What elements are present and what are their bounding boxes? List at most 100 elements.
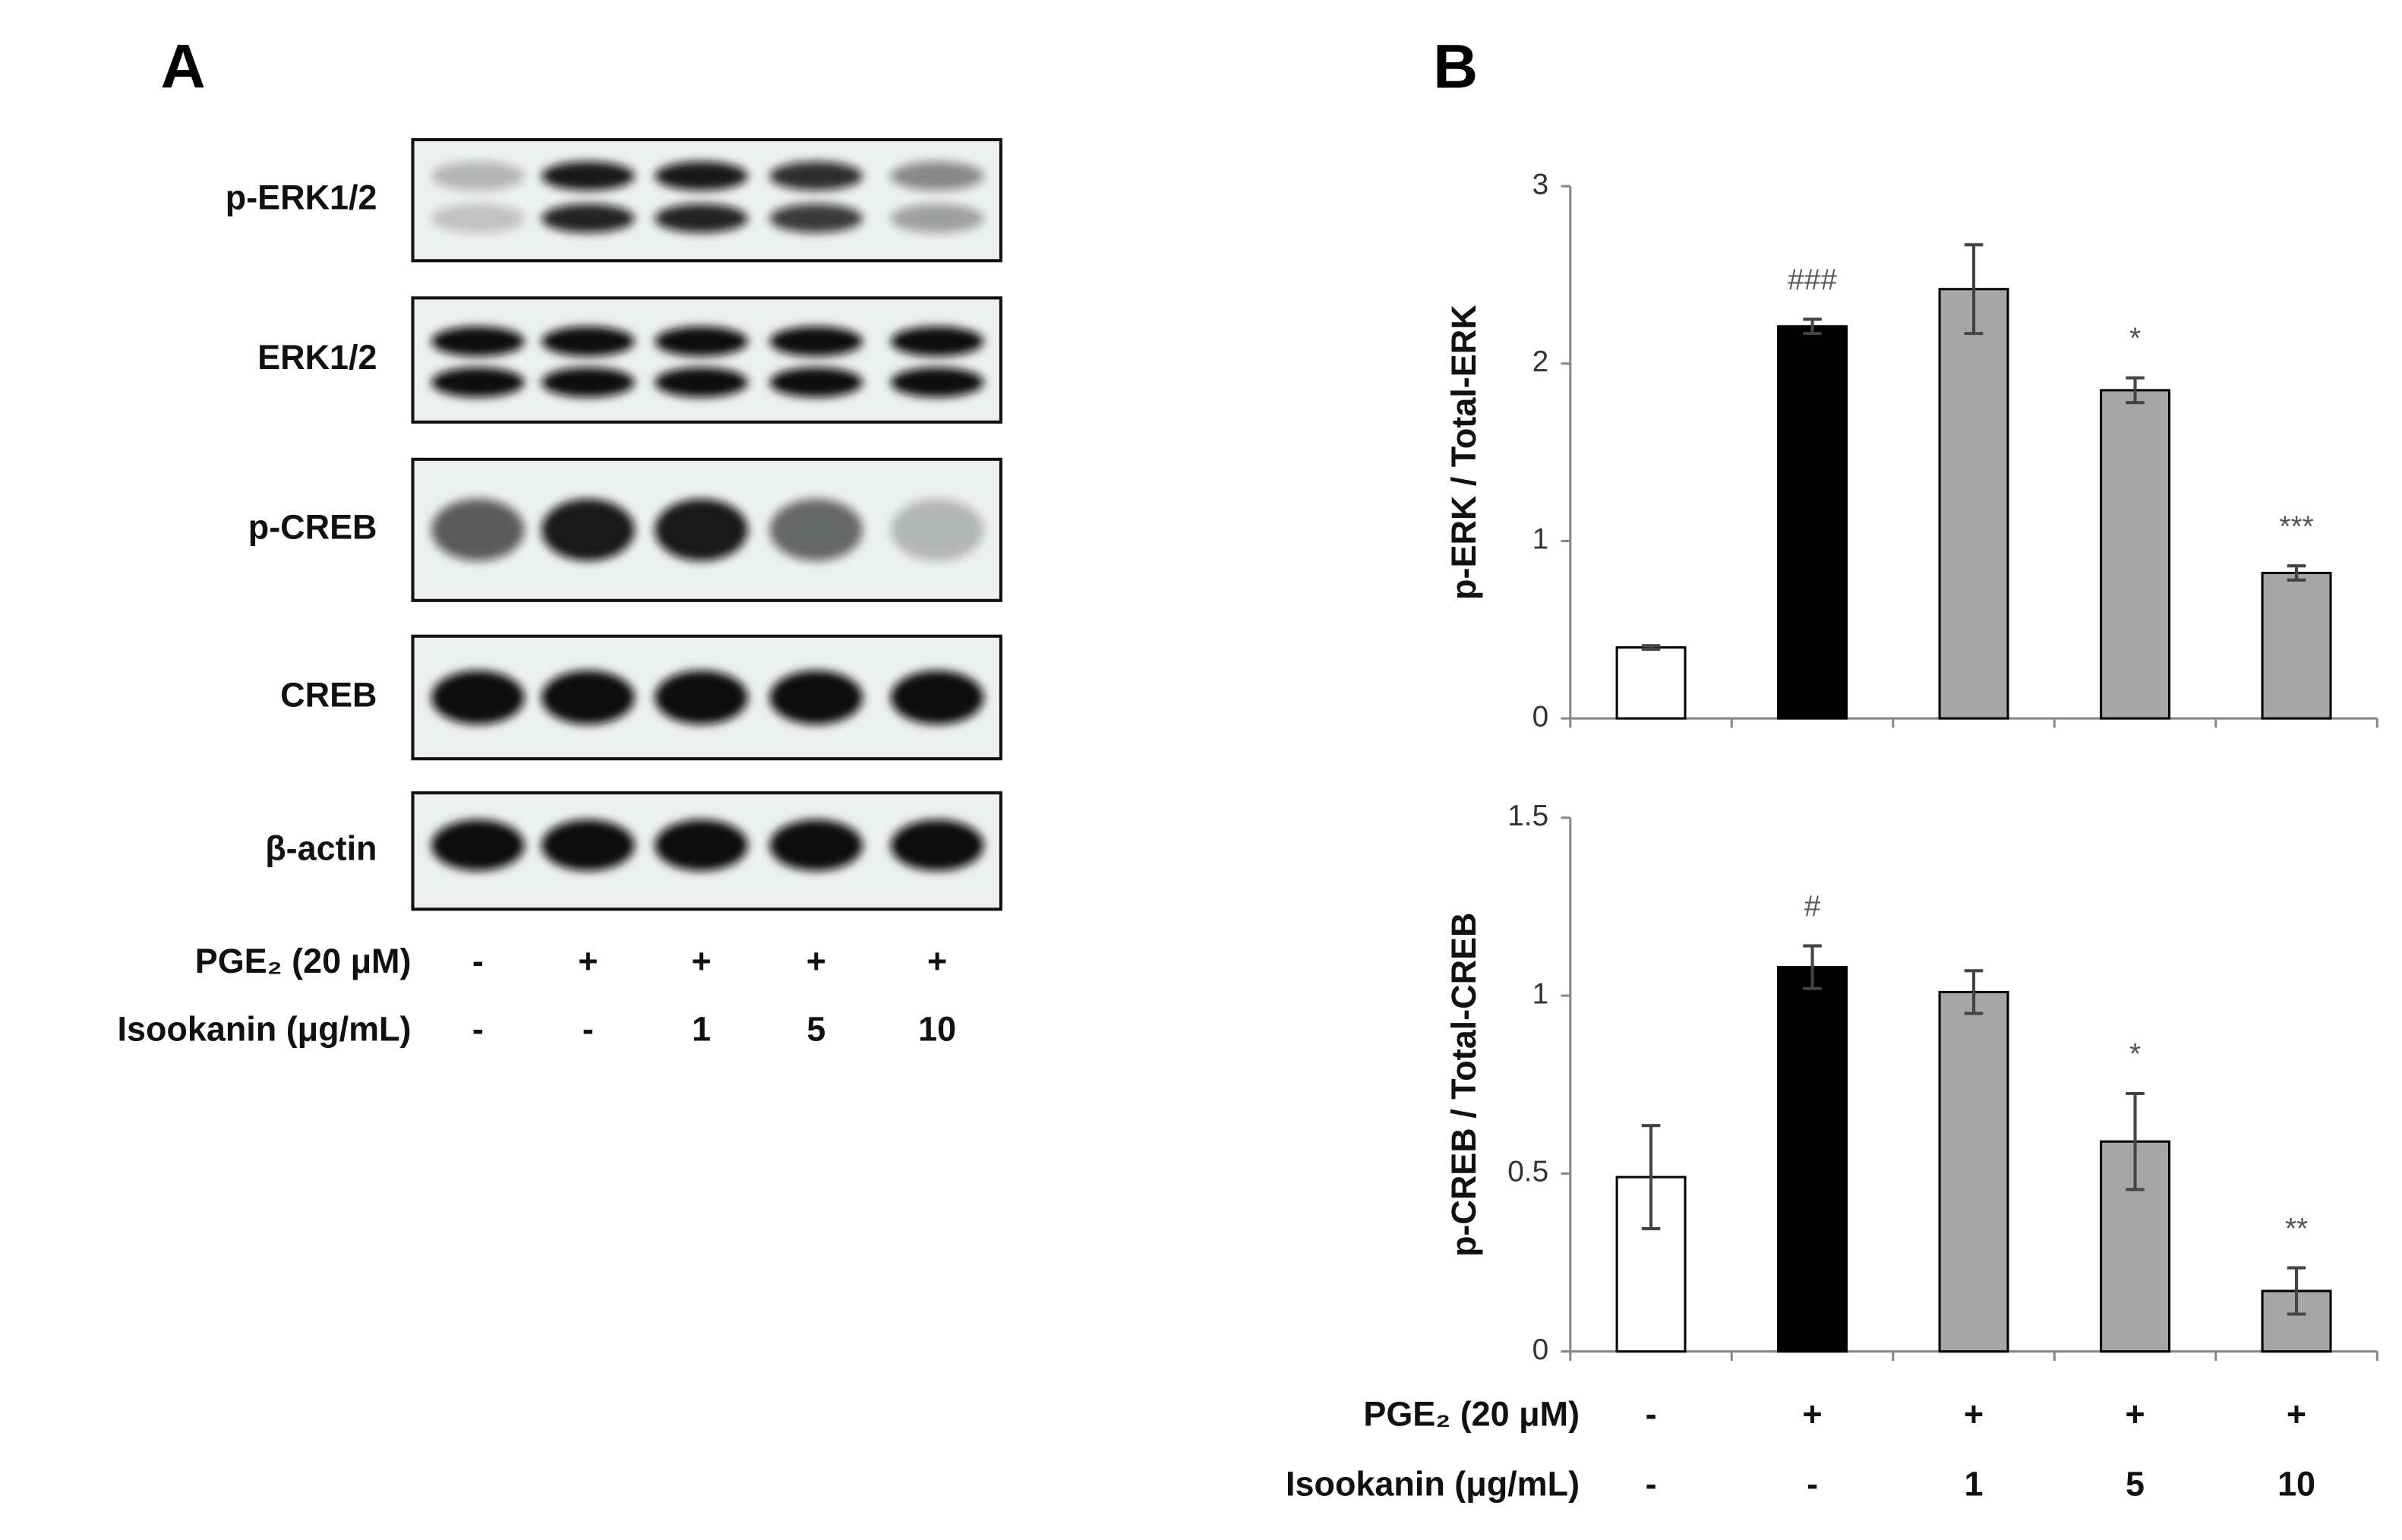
error-bar	[1641, 1124, 1661, 1231]
y-axis-label: p-ERK / Total-ERK	[1444, 305, 1483, 600]
error-bar	[2126, 376, 2145, 405]
blot-band	[541, 326, 635, 357]
bar	[1938, 288, 2009, 720]
condition-value: -	[1807, 1464, 1818, 1503]
blot-band	[769, 670, 863, 724]
condition-value: +	[691, 942, 711, 980]
blot-band	[890, 819, 984, 871]
blot-band	[769, 326, 863, 357]
y-tick-label: 2	[1532, 346, 1549, 378]
bar	[1615, 646, 1687, 720]
blot-band	[431, 367, 525, 398]
blot-label: p-CREB	[248, 508, 377, 547]
blot-band	[655, 670, 748, 724]
blot-band	[769, 819, 863, 871]
condition-value: -	[472, 942, 484, 980]
blot-band	[769, 498, 863, 561]
blot-band	[541, 670, 635, 724]
condition-value: 5	[806, 1010, 825, 1049]
blot-band	[431, 204, 525, 233]
error-bar	[1803, 944, 1822, 990]
blot-frame	[411, 137, 1002, 263]
panel-label: A	[161, 33, 206, 102]
bar	[2261, 571, 2332, 720]
condition-label: PGE₂ (20 μM)	[1363, 1394, 1580, 1433]
error-bar	[1803, 317, 1822, 336]
blot-band	[431, 326, 525, 357]
blot-band	[541, 204, 635, 233]
condition-value: -	[1646, 1464, 1657, 1503]
condition-label: Isookanin (μg/mL)	[117, 1010, 411, 1049]
bar	[2100, 389, 2171, 720]
blot-band	[890, 670, 984, 724]
blot-band	[655, 819, 748, 871]
condition-value: -	[1646, 1394, 1657, 1433]
blot-band	[541, 819, 635, 871]
blot-band	[890, 326, 984, 357]
bar	[1938, 990, 2009, 1353]
error-bar	[1964, 969, 1984, 1015]
blot-band	[655, 498, 748, 561]
error-bar	[2126, 1091, 2145, 1191]
blot-band	[769, 367, 863, 398]
error-bar	[1641, 644, 1661, 651]
blot-label: CREB	[280, 675, 377, 714]
condition-label: PGE₂ (20 μM)	[195, 942, 412, 980]
blot-label: β-actin	[265, 829, 377, 868]
error-bar	[1964, 243, 1984, 336]
significance-label: #	[1804, 891, 1821, 923]
blot-band	[541, 367, 635, 398]
blot-band	[769, 161, 863, 191]
bar	[1615, 1176, 1687, 1353]
condition-value: +	[806, 942, 826, 980]
condition-value: -	[582, 1010, 594, 1049]
blot-band	[431, 498, 525, 561]
error-bar	[2287, 564, 2306, 582]
blot-band	[431, 161, 525, 191]
significance-label: *	[2129, 1038, 2141, 1071]
condition-value: +	[2125, 1394, 2145, 1433]
significance-label: **	[2285, 1213, 2308, 1245]
y-axis-label: p-CREB / Total-CREB	[1444, 913, 1483, 1258]
blot-band	[655, 326, 748, 357]
error-bar	[2287, 1266, 2306, 1316]
condition-value: +	[578, 942, 598, 980]
y-tick-label: 0	[1532, 1333, 1549, 1366]
condition-value: 10	[2277, 1464, 2315, 1503]
panel-label: B	[1433, 33, 1478, 102]
bar	[1777, 966, 1848, 1353]
blot-band	[769, 204, 863, 233]
y-tick-label: 1.5	[1507, 800, 1548, 832]
significance-label: *	[2129, 323, 2141, 355]
y-tick-label: 3	[1532, 168, 1549, 200]
blot-label: ERK1/2	[257, 338, 377, 377]
blot-band	[431, 670, 525, 724]
condition-value: +	[1964, 1394, 1984, 1433]
y-tick-label: 1	[1532, 523, 1549, 556]
condition-value: +	[927, 942, 947, 980]
condition-value: +	[2287, 1394, 2306, 1433]
blot-band	[890, 161, 984, 191]
condition-value: 1	[692, 1010, 711, 1049]
blot-band	[890, 367, 984, 398]
blot-band	[890, 204, 984, 233]
y-tick-label: 1	[1532, 977, 1549, 1010]
blot-band	[541, 161, 635, 191]
condition-value: 10	[918, 1010, 956, 1049]
condition-label: Isookanin (μg/mL)	[1286, 1464, 1580, 1503]
blot-frame	[411, 296, 1002, 424]
blot-band	[655, 367, 748, 398]
condition-value: 1	[1965, 1464, 1984, 1503]
y-tick-label: 0	[1532, 700, 1549, 733]
significance-label: ###	[1788, 264, 1837, 297]
blot-band	[655, 204, 748, 233]
blot-band	[890, 498, 984, 561]
bar	[1777, 325, 1848, 720]
blot-band	[541, 498, 635, 561]
blot-label: p-ERK1/2	[226, 178, 377, 216]
condition-value: +	[1802, 1394, 1822, 1433]
y-tick-label: 0.5	[1507, 1156, 1548, 1188]
significance-label: ***	[2279, 510, 2313, 543]
